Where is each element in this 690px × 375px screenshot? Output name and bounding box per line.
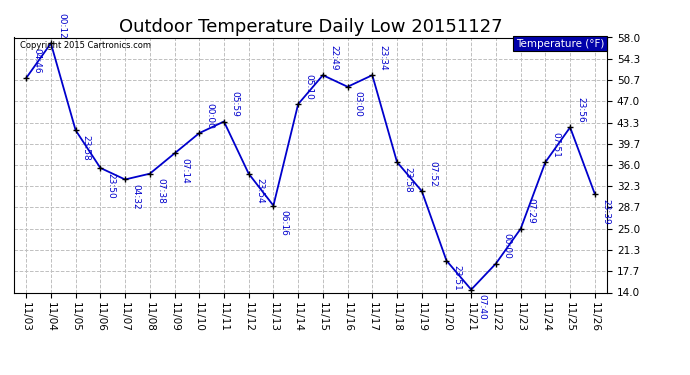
Text: 04:46: 04:46: [32, 48, 41, 74]
Text: Temperature (°F): Temperature (°F): [516, 39, 604, 49]
Text: 07:29: 07:29: [527, 198, 536, 224]
Text: 05:10: 05:10: [304, 74, 313, 99]
Text: 00:00: 00:00: [206, 103, 215, 129]
Text: 23:51: 23:51: [453, 265, 462, 291]
Text: 04:32: 04:32: [131, 184, 140, 210]
Text: 07:38: 07:38: [156, 178, 165, 204]
Text: 00:00: 00:00: [502, 233, 511, 259]
Text: 23:58: 23:58: [403, 167, 412, 192]
Text: 03:00: 03:00: [354, 92, 363, 117]
Text: 23:34: 23:34: [379, 45, 388, 70]
Text: 07:51: 07:51: [551, 132, 560, 158]
Title: Outdoor Temperature Daily Low 20151127: Outdoor Temperature Daily Low 20151127: [119, 18, 502, 36]
Text: Copyright 2015 Cartronics.com: Copyright 2015 Cartronics.com: [20, 41, 150, 50]
Text: 23:50: 23:50: [106, 172, 115, 198]
Text: 07:14: 07:14: [181, 158, 190, 184]
Text: 23:39: 23:39: [601, 199, 610, 224]
Text: 07:40: 07:40: [477, 294, 486, 320]
Text: 22:49: 22:49: [329, 45, 338, 70]
Text: 23:58: 23:58: [82, 135, 91, 160]
Text: 05:59: 05:59: [230, 91, 239, 117]
Text: 06:16: 06:16: [279, 210, 288, 236]
Text: 07:52: 07:52: [428, 161, 437, 186]
Text: 23:56: 23:56: [576, 97, 585, 123]
Text: 00:12: 00:12: [57, 13, 66, 39]
Text: 23:54: 23:54: [255, 178, 264, 204]
